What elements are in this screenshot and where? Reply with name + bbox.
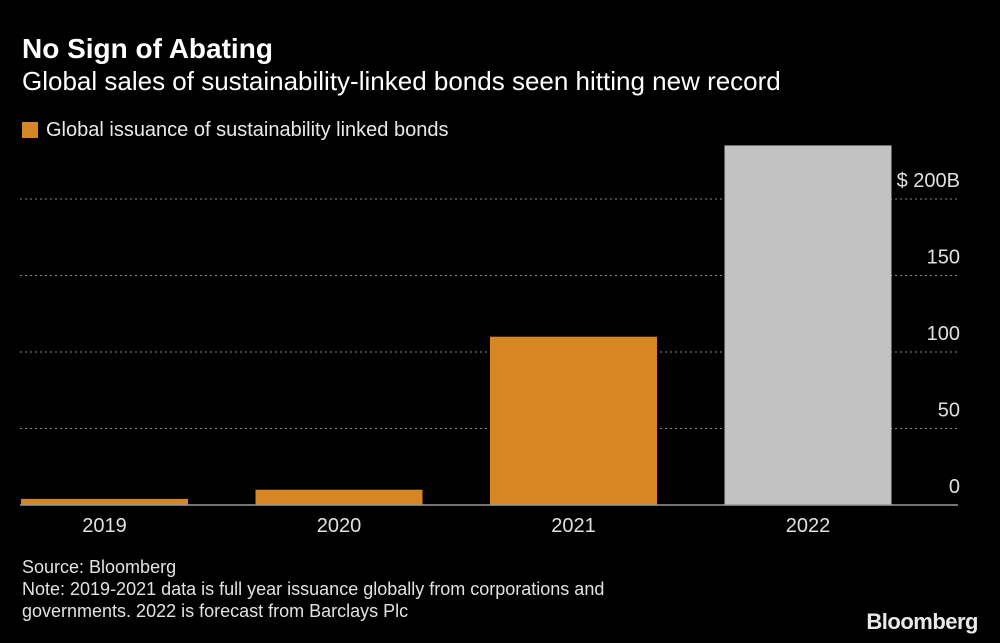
chart-subtitle: Global sales of sustainability-linked bo…	[22, 66, 781, 96]
legend: Global issuance of sustainability linked…	[22, 116, 448, 144]
bar-2022	[724, 145, 892, 505]
bar-2020	[255, 489, 423, 505]
bloomberg-logo: Bloomberg	[866, 609, 978, 634]
x-tick-label-2021: 2021	[551, 515, 596, 537]
footer: Source: Bloomberg Note: 2019-2021 data i…	[22, 556, 782, 622]
legend-swatch	[22, 122, 38, 138]
y-tick-label-100: 100	[927, 323, 960, 345]
y-tick-label-200: $ 200B	[897, 170, 960, 192]
legend-label: Global issuance of sustainability linked…	[46, 118, 449, 141]
chart-title: No Sign of Abating	[22, 33, 273, 64]
footnote-line-1: Note: 2019-2021 data is full year issuan…	[22, 579, 605, 599]
footnote-line-2: governments. 2022 is forecast from Barcl…	[22, 601, 409, 621]
y-tick-label-0: 0	[949, 476, 960, 498]
x-tick-label-2019: 2019	[82, 515, 127, 537]
y-tick-label-150: 150	[927, 247, 960, 269]
bar-2021	[490, 336, 657, 505]
x-tick-label-2022: 2022	[786, 515, 831, 537]
x-tick-label-2020: 2020	[317, 515, 362, 537]
y-tick-label-50: 50	[938, 400, 960, 422]
bar-2019	[21, 498, 188, 505]
source-note: Source: Bloomberg	[22, 557, 177, 577]
